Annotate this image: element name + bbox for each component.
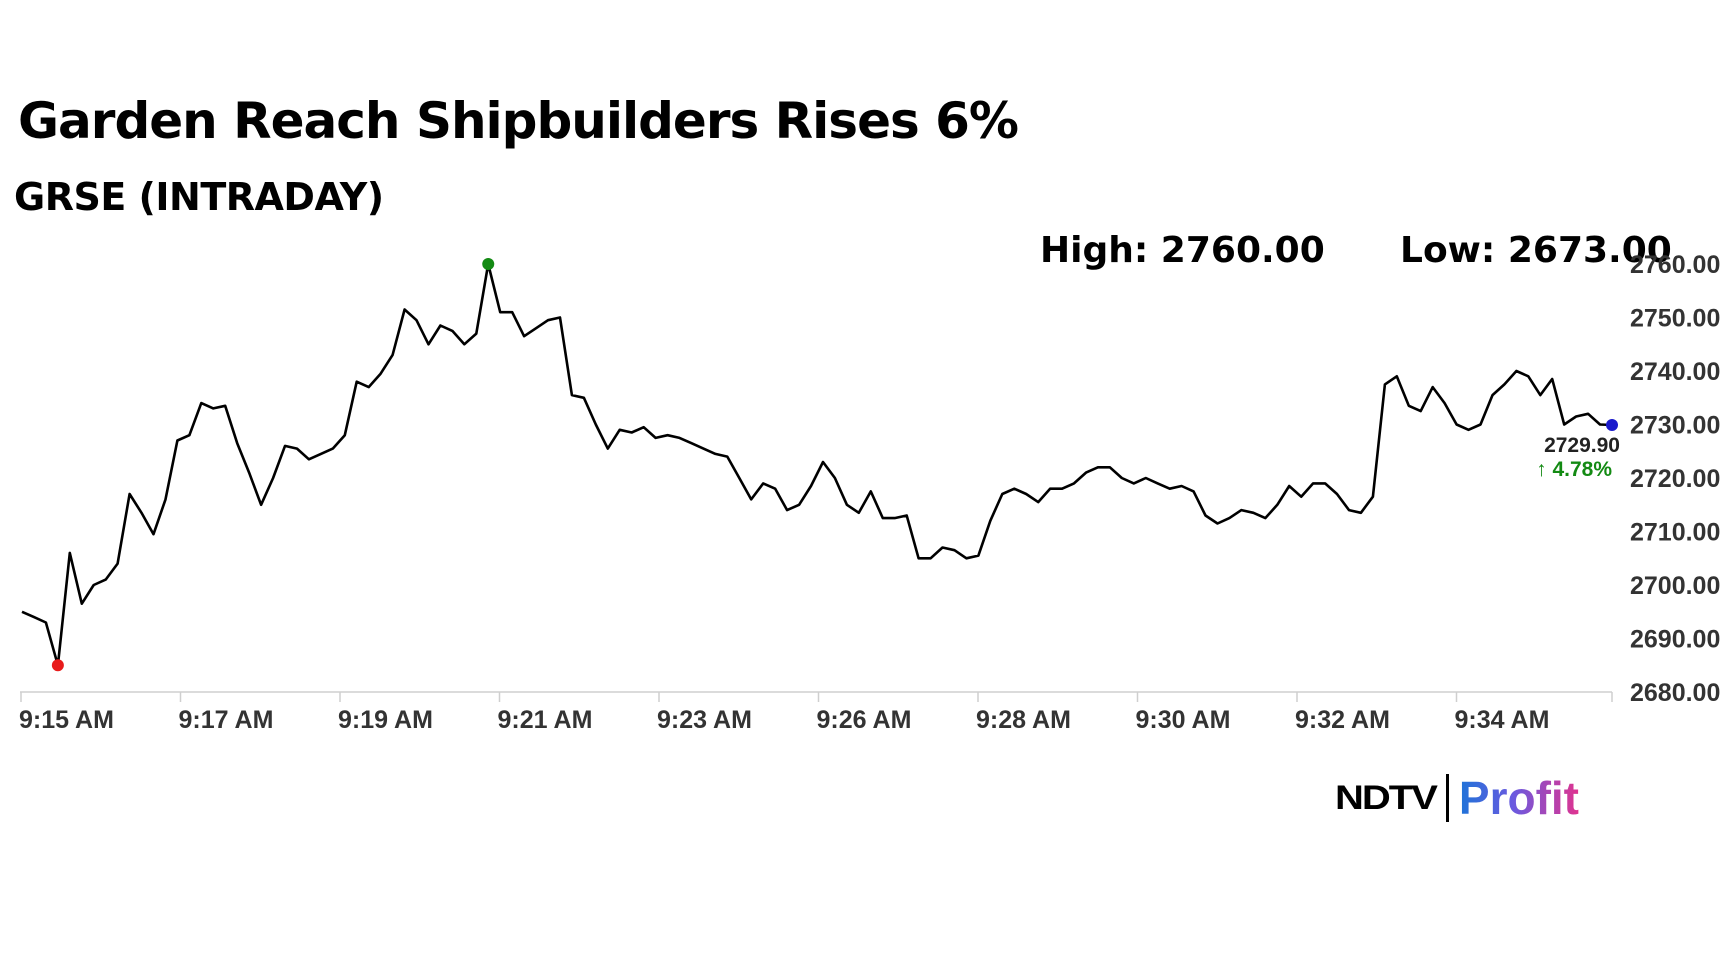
x-tick-label: 9:34 AM (1455, 706, 1550, 734)
x-tick-label: 9:26 AM (817, 706, 912, 734)
profit-wordmark: Profit (1458, 772, 1579, 824)
y-tick-label: 2720.00 (1630, 465, 1720, 493)
high-point-marker (482, 258, 495, 270)
last-point-marker (1606, 419, 1618, 432)
x-tick-label: 9:32 AM (1295, 706, 1390, 734)
ndtv-wordmark: NDTV (1335, 778, 1438, 817)
x-tick-label: 9:30 AM (1136, 706, 1231, 734)
y-tick-label: 2700.00 (1630, 572, 1720, 600)
last-value-label: 2729.90 (1544, 434, 1620, 457)
chart-title: Garden Reach Shipbuilders Rises 6% (18, 92, 1019, 150)
x-tick-label: 9:21 AM (498, 706, 593, 734)
ndtv-profit-logo: NDTV Profit (1335, 772, 1579, 824)
y-tick-label: 2730.00 (1630, 412, 1720, 440)
y-tick-label: 2710.00 (1630, 519, 1720, 547)
x-tick-label: 9:23 AM (657, 706, 752, 734)
y-tick-label: 2740.00 (1630, 358, 1720, 386)
y-tick-label: 2680.00 (1630, 679, 1720, 707)
x-tick-label: 9:17 AM (179, 706, 274, 734)
y-tick-label: 2690.00 (1630, 626, 1720, 654)
chart-subtitle: GRSE (INTRADAY) (14, 175, 384, 219)
logo-divider (1445, 774, 1449, 822)
price-line (21, 262, 1613, 667)
low-label: Low: 2673.00 (1400, 230, 1672, 271)
x-tick-label: 9:19 AM (338, 706, 433, 734)
change-percent-label: ↑ 4.78% (1536, 458, 1612, 481)
x-tick-label: 9:28 AM (976, 706, 1071, 734)
y-tick-label: 2760.00 (1630, 251, 1720, 279)
y-tick-label: 2750.00 (1630, 305, 1720, 333)
x-tick-label: 9:15 AM (19, 706, 114, 734)
high-label: High: 2760.00 (1040, 230, 1325, 271)
low-point-marker (51, 659, 64, 672)
